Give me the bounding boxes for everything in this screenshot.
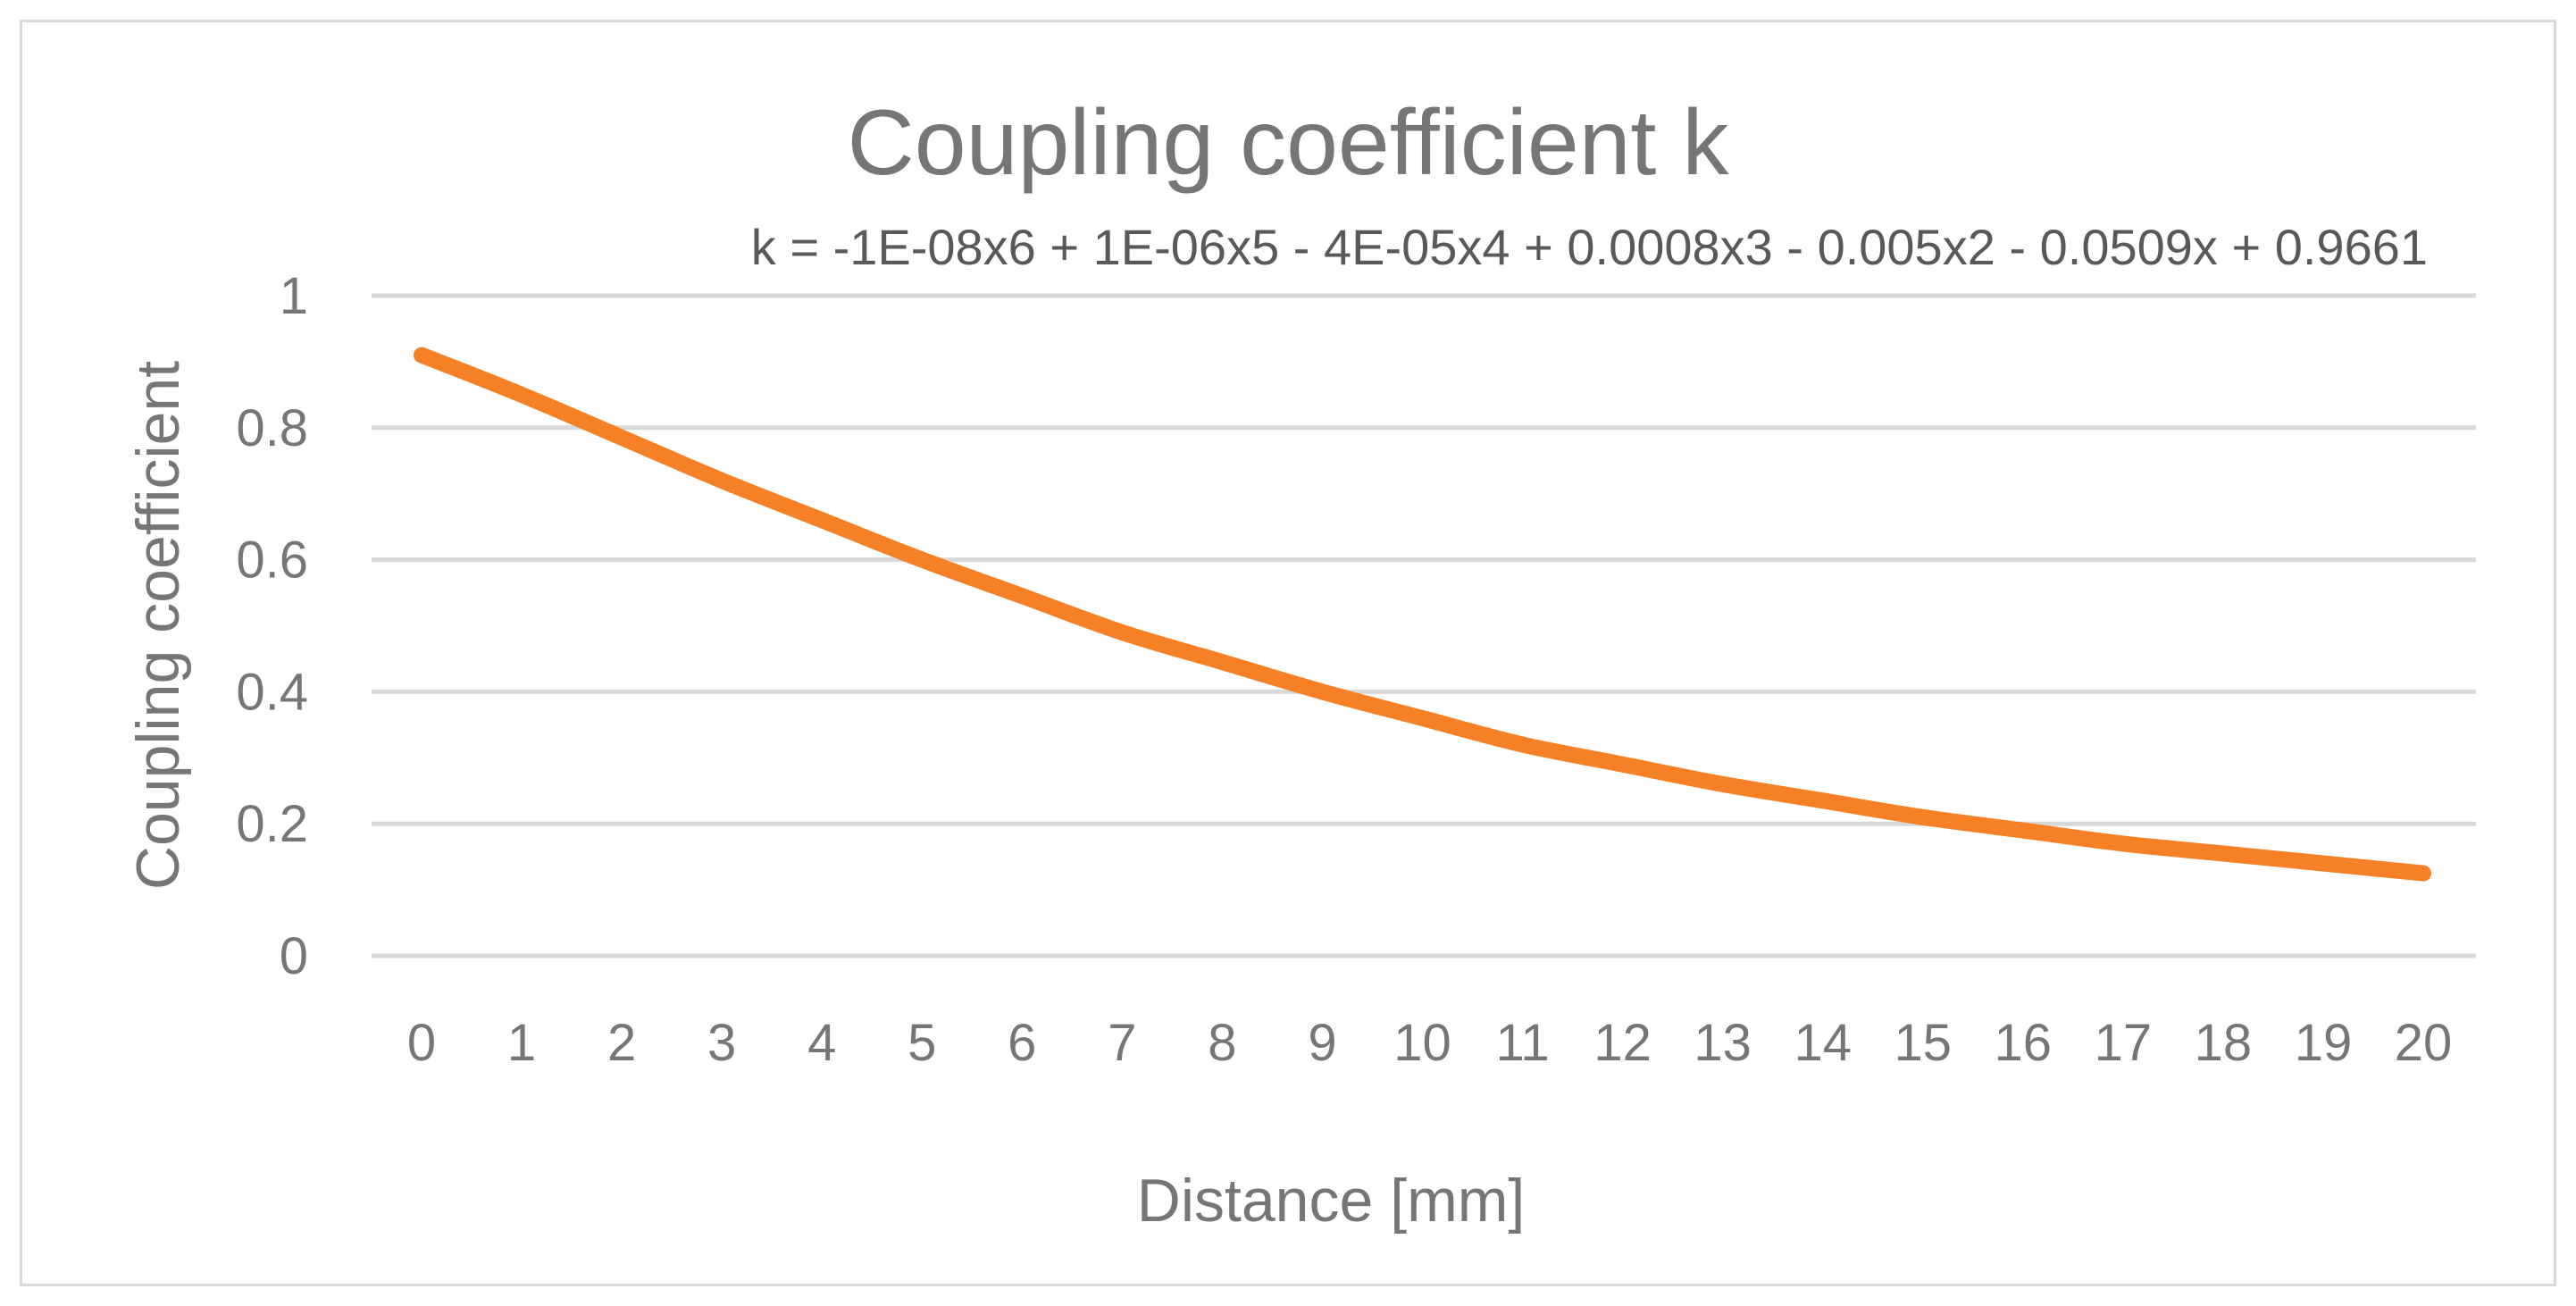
data-point: [921, 559, 923, 561]
x-tick-label: 15: [1894, 1014, 1952, 1072]
data-point: [2422, 873, 2424, 875]
gridlines: [372, 293, 2476, 959]
chart-frame: [20, 20, 2556, 1286]
y-tick-label: 0.8: [236, 399, 308, 457]
data-point: [2022, 830, 2024, 832]
trendline-equation: k = -1E-08x6 + 1E-06x5 - 4E-05x4 + 0.000…: [751, 219, 2428, 275]
x-axis-title: Distance [mm]: [1137, 1167, 1526, 1235]
x-tick-label: 11: [1495, 1014, 1549, 1072]
data-point: [2122, 842, 2124, 844]
data-point: [1021, 595, 1023, 597]
x-tick-label: 4: [807, 1014, 836, 1072]
x-tick-label: 8: [1208, 1014, 1236, 1072]
data-point: [1922, 816, 1924, 818]
x-tick-label: 13: [1694, 1014, 1752, 1072]
data-point: [1121, 632, 1123, 633]
x-tick-label: 14: [1794, 1014, 1852, 1072]
data-point: [1522, 744, 1524, 746]
data-point: [1422, 717, 1424, 719]
data-point: [1622, 764, 1624, 766]
x-tick-label: 0: [407, 1014, 436, 1072]
x-tick-label: 7: [1108, 1014, 1136, 1072]
data-point: [621, 437, 623, 439]
data-point: [721, 480, 723, 481]
y-tick-label: 0: [280, 927, 308, 985]
data-point: [1221, 661, 1223, 663]
data-point: [2322, 863, 2324, 865]
data-point: [521, 394, 523, 396]
x-tick-label: 9: [1308, 1014, 1336, 1072]
x-tick-label: 2: [607, 1014, 636, 1072]
data-point: [1722, 783, 1724, 785]
x-tick-label: 18: [2195, 1014, 2253, 1072]
x-tick-label: 20: [2395, 1014, 2453, 1072]
y-tick-label: 0.6: [236, 532, 308, 590]
x-tick-label: 6: [1008, 1014, 1036, 1072]
x-axis-ticks: 0 1 2 3 4 5 6 7 8 9 10 11 12 13 14 15 16 17 18 19 20: [407, 1014, 2452, 1072]
data-point: [821, 519, 823, 521]
data-point: [1822, 800, 1824, 801]
data-point: [421, 355, 422, 356]
data-point: [2222, 852, 2224, 854]
x-tick-label: 5: [907, 1014, 936, 1072]
data-point: [1321, 691, 1323, 692]
x-tick-label: 10: [1393, 1014, 1451, 1072]
y-axis-ticks: 0 0.2 0.4 0.6 0.8 1: [236, 267, 308, 985]
series-layer: [414, 347, 2431, 882]
x-tick-label: 12: [1593, 1014, 1652, 1072]
x-tick-label: 16: [1995, 1014, 2053, 1072]
x-tick-label: 3: [707, 1014, 736, 1072]
y-tick-label: 0.2: [236, 795, 308, 853]
series-line: [414, 347, 2431, 882]
x-tick-label: 1: [507, 1014, 536, 1072]
chart-title: Coupling coefficient k: [848, 91, 1730, 195]
y-tick-label: 0.4: [236, 663, 308, 721]
y-tick-label: 1: [280, 267, 308, 325]
x-tick-label: 19: [2295, 1014, 2353, 1072]
y-axis-title: Coupling coefficient: [124, 361, 192, 890]
x-tick-label: 17: [2095, 1014, 2153, 1072]
